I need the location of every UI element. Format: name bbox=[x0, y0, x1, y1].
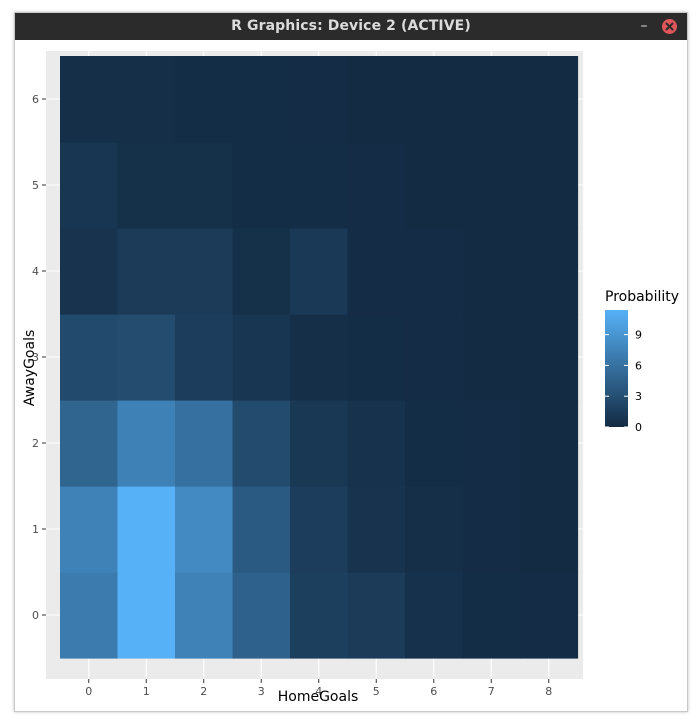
heatmap-tile bbox=[405, 486, 464, 573]
heatmap-tile bbox=[520, 314, 579, 401]
y-axis-label: AwayGoals bbox=[22, 330, 38, 407]
heatmap-tile bbox=[290, 572, 349, 659]
y-tick-label: 6 bbox=[32, 93, 39, 106]
heatmap-tile bbox=[347, 572, 406, 659]
heatmap-tile bbox=[117, 56, 176, 143]
heatmap-tile bbox=[175, 56, 234, 143]
x-tick-label: 5 bbox=[373, 685, 380, 698]
x-tick-label: 1 bbox=[143, 685, 150, 698]
heatmap-tile bbox=[290, 228, 349, 315]
legend-title: Probability bbox=[605, 289, 679, 305]
y-tick-label: 4 bbox=[32, 265, 39, 278]
heatmap-tile bbox=[405, 142, 464, 229]
heatmap-tile bbox=[347, 400, 406, 487]
heatmap-tile bbox=[347, 314, 406, 401]
legend-colorbar bbox=[605, 310, 628, 427]
heatmap-tile bbox=[117, 400, 176, 487]
heatmap-tile bbox=[520, 228, 579, 315]
heatmap-tile bbox=[60, 228, 119, 315]
x-tick-label: 7 bbox=[488, 685, 495, 698]
heatmap-tile bbox=[405, 56, 464, 143]
heatmap-tile bbox=[290, 314, 349, 401]
heatmap-tile bbox=[520, 56, 579, 143]
heatmap-tile bbox=[232, 572, 291, 659]
heatmap-tile bbox=[290, 142, 349, 229]
legend-tick-label: 3 bbox=[635, 390, 642, 403]
heatmap-tile bbox=[290, 400, 349, 487]
close-icon bbox=[665, 22, 674, 31]
heatmap-tile bbox=[60, 400, 119, 487]
heatmap-tile bbox=[347, 56, 406, 143]
heatmap-tile bbox=[232, 56, 291, 143]
heatmap-tile bbox=[175, 572, 234, 659]
y-tick-label: 5 bbox=[32, 179, 39, 192]
y-tick-label: 1 bbox=[32, 523, 39, 536]
heatmap-tile bbox=[60, 56, 119, 143]
legend-tick-label: 9 bbox=[635, 329, 642, 342]
heatmap-tile bbox=[520, 572, 579, 659]
x-tick-label: 3 bbox=[258, 685, 265, 698]
y-tick-label: 0 bbox=[32, 609, 39, 622]
x-tick-label: 6 bbox=[430, 685, 437, 698]
x-axis-label: HomeGoals bbox=[278, 689, 359, 705]
title-bar[interactable]: R Graphics: Device 2 (ACTIVE) – bbox=[15, 13, 687, 40]
legend: Probability 0 3 6 9 bbox=[605, 289, 679, 434]
heatmap-tile bbox=[462, 142, 521, 229]
r-graphics-window: R Graphics: Device 2 (ACTIVE) – 0 1 2 3 4 5 6 7… bbox=[14, 12, 688, 712]
heatmap-tile bbox=[175, 486, 234, 573]
heatmap-tile bbox=[175, 314, 234, 401]
heatmap-tile bbox=[405, 314, 464, 401]
heatmap-tile bbox=[232, 400, 291, 487]
x-tick-label: 2 bbox=[200, 685, 207, 698]
heatmap-tile bbox=[347, 228, 406, 315]
heatmap-chart: 0 1 2 3 4 5 6 7 8 0 1 2 3 4 5 6 HomeGoals AwayGoals Pr… bbox=[22, 51, 679, 705]
minimize-button[interactable]: – bbox=[640, 18, 648, 34]
heatmap-tile bbox=[232, 142, 291, 229]
heatmap-tile bbox=[232, 486, 291, 573]
heatmap-tile bbox=[117, 486, 176, 573]
heatmap-tile bbox=[290, 486, 349, 573]
heatmap-tile bbox=[117, 572, 176, 659]
heatmap-tile bbox=[60, 142, 119, 229]
legend-tick-label: 6 bbox=[635, 359, 642, 372]
heatmap-tile bbox=[462, 400, 521, 487]
x-tick-label: 4 bbox=[315, 685, 322, 698]
window-title: R Graphics: Device 2 (ACTIVE) bbox=[231, 18, 471, 34]
heatmap-tile bbox=[462, 486, 521, 573]
heatmap-tile bbox=[462, 314, 521, 401]
heatmap-tile bbox=[117, 142, 176, 229]
heatmap-tile bbox=[232, 314, 291, 401]
heatmap-tile bbox=[60, 486, 119, 573]
heatmap-tile bbox=[347, 486, 406, 573]
legend-tick-label: 0 bbox=[635, 421, 642, 434]
heatmap-tile bbox=[175, 400, 234, 487]
close-button[interactable] bbox=[662, 19, 677, 34]
heatmap-tile bbox=[405, 572, 464, 659]
y-tick-label: 3 bbox=[32, 351, 39, 364]
heatmap-tile bbox=[520, 486, 579, 573]
x-tick-label: 0 bbox=[85, 685, 92, 698]
heatmap-tile bbox=[175, 142, 234, 229]
heatmap-tile bbox=[117, 228, 176, 315]
x-tick-label: 8 bbox=[545, 685, 552, 698]
heatmap-tile bbox=[462, 572, 521, 659]
heatmap-tile bbox=[232, 228, 291, 315]
heatmap-tile bbox=[290, 56, 349, 143]
heatmap-tile bbox=[462, 56, 521, 143]
heatmap-tile bbox=[462, 228, 521, 315]
heatmap-tile bbox=[175, 228, 234, 315]
heatmap-tile bbox=[405, 228, 464, 315]
heatmap-tile bbox=[117, 314, 176, 401]
heatmap-tile bbox=[520, 400, 579, 487]
heatmap-tile bbox=[405, 400, 464, 487]
heatmap-tile bbox=[60, 314, 119, 401]
y-tick-label: 2 bbox=[32, 437, 39, 450]
heatmap-tile bbox=[347, 142, 406, 229]
heatmap-tile bbox=[520, 142, 579, 229]
heatmap-tile bbox=[60, 572, 119, 659]
